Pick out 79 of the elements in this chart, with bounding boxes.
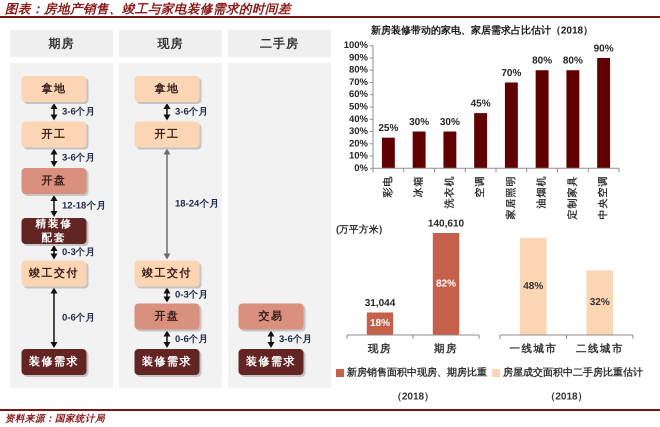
text: 拿地: [154, 82, 180, 95]
annotation: 82%: [436, 278, 456, 290]
text: 拿地: [40, 82, 66, 95]
x-tick-label: 油烟机: [536, 175, 548, 210]
text: 期房: [48, 36, 74, 50]
bar: [536, 70, 549, 168]
text: 二手房: [260, 36, 299, 50]
legend: 房屋成交面积中二手房比重估计: [492, 368, 643, 378]
text: 3-6个月: [279, 332, 313, 345]
x-tick-label: 二线城市: [576, 342, 624, 355]
bar: [566, 70, 580, 168]
x-tick-label: 期房: [433, 342, 458, 355]
data-label: 30%: [440, 117, 460, 128]
data-label: 25%: [378, 123, 398, 134]
y-tick-label: 40%: [348, 114, 369, 125]
y-tick-label: 100%: [344, 40, 369, 52]
text: 资料来源：国家统计局: [5, 412, 106, 424]
data-label: 48%: [523, 281, 544, 292]
data-label: 140,610: [428, 218, 465, 230]
text: 3-6个月: [175, 105, 209, 118]
legend: 新房销售面积中现房、期房比重: [336, 368, 487, 378]
text: 开盘: [154, 310, 180, 322]
data-label: 30%: [409, 117, 430, 128]
bar: [443, 132, 456, 168]
text: 3-6个月: [62, 151, 96, 164]
x-tick-label: 冰箱: [412, 175, 425, 198]
data-label: 31,044: [364, 298, 396, 309]
text: 0-6个月: [62, 311, 96, 324]
bar: [474, 113, 488, 168]
text: 开工: [40, 128, 66, 140]
chart-title: 新房装修带动的家电、家居需求占比估计（2018）: [370, 24, 594, 36]
x-tick-label: 空调: [474, 175, 486, 198]
data-label: 80%: [532, 56, 552, 67]
text: 精装修配套: [34, 217, 73, 244]
bar: [504, 82, 518, 168]
x-tick-label: 一线城市: [509, 342, 558, 355]
data-label: 70%: [501, 68, 522, 79]
x-tick-label: 洗衣机: [443, 175, 456, 210]
text: 图表：房地产销售、竣工与家电装修需求的时间差: [5, 2, 293, 16]
x-tick-label: 家居照明: [504, 175, 517, 220]
x-axis-title: （2018）: [392, 392, 434, 402]
text: 开工: [154, 128, 180, 140]
y-tick-label: 90%: [348, 52, 369, 64]
annotation: 18%: [370, 318, 390, 330]
y-tick-label: 60%: [348, 89, 369, 100]
text: 交易: [258, 310, 284, 322]
text: 竣工交付: [141, 266, 192, 280]
y-tick-label: 10%: [348, 150, 369, 162]
y-tick-label: 20%: [348, 138, 369, 150]
data-label: 45%: [470, 98, 491, 110]
text: 3-6个月: [62, 105, 96, 118]
text: 0-3个月: [175, 288, 209, 300]
x-tick-label: 中央空调: [597, 175, 610, 220]
y-tick-label: 50%: [348, 102, 369, 112]
x-tick-label: 定制家具: [566, 175, 578, 220]
text: 竣工交付: [28, 266, 79, 280]
y-tick-label: 30%: [348, 126, 369, 138]
x-tick-label: 现房: [367, 342, 392, 355]
text: 12-18个月: [62, 200, 106, 212]
text: 18-24个月: [175, 198, 220, 210]
y-tick-label: 0%: [354, 162, 369, 174]
data-label: 90%: [594, 43, 614, 54]
text: 装修需求: [28, 355, 79, 368]
y-tick-label: 80%: [348, 64, 369, 76]
text: 0-6个月: [175, 332, 209, 345]
y-tick-label: 70%: [348, 76, 369, 88]
text: 现房: [156, 36, 184, 50]
y-axis-title: (万平方米): [336, 224, 382, 236]
text: 装修需求: [245, 355, 296, 368]
bar: [597, 58, 610, 168]
bar: [412, 132, 426, 168]
text: 装修需求: [141, 355, 192, 368]
text: 开盘: [40, 174, 66, 187]
x-tick-label: 彩电: [382, 175, 394, 198]
text: 0-3个月: [62, 246, 96, 258]
bar: [382, 138, 395, 168]
data-label: 80%: [562, 56, 583, 67]
x-axis-title: （2018）: [545, 392, 588, 402]
data-label: 32%: [590, 297, 610, 308]
